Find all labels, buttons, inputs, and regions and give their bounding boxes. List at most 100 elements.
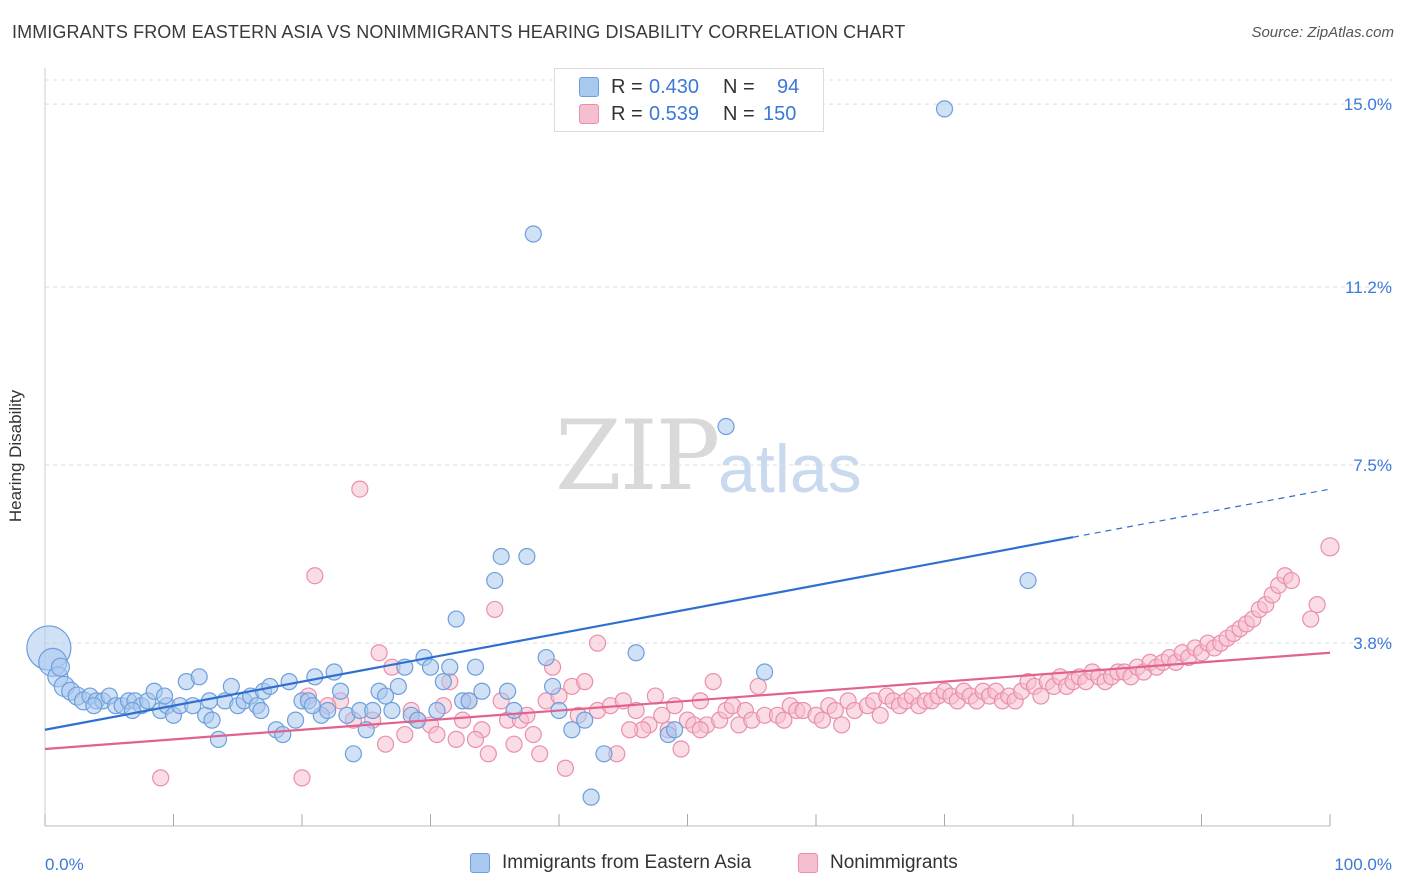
x-tick-label: 0.0%: [45, 855, 84, 874]
nonimmigrant-point: [691, 721, 709, 739]
legend-label-nonimmigrants: Nonimmigrants: [830, 852, 958, 873]
nonimmigrant-point: [293, 769, 311, 787]
nonimmigrant-point: [826, 701, 844, 720]
immigrant-point: [563, 721, 581, 739]
legend-item-immigrants[interactable]: Immigrants from Eastern Asia: [470, 852, 751, 874]
nonimmigrant-point: [813, 711, 832, 729]
nonimmigrant-point: [1032, 687, 1050, 705]
immigrant-point: [389, 677, 407, 696]
nonimmigrant-point: [646, 687, 664, 705]
y-tick-label: 15.0%: [1344, 95, 1392, 114]
y-tick-label: 3.8%: [1353, 634, 1392, 653]
nonimmigrant-point: [653, 706, 671, 724]
nonimmigrant-point: [505, 735, 523, 753]
nonimmigrant-point: [775, 711, 793, 729]
immigrant-point: [306, 668, 324, 686]
immigrant-point: [428, 701, 446, 720]
immigrant-point: [434, 673, 452, 691]
immigrant-point: [666, 721, 684, 739]
immigrant-point: [576, 711, 594, 729]
y-tick-label: 11.2%: [1345, 278, 1392, 297]
immigrant-trend-line: [44, 536, 1074, 731]
correlation-legend: R = 0.430 N = 94 R = 0.539 N = 150: [554, 68, 824, 132]
legend-item-nonimmigrants[interactable]: Nonimmigrants: [798, 852, 958, 874]
nonimmigrant-point: [524, 725, 542, 744]
nonimmigrant-point: [704, 673, 722, 691]
nonimmigrant-point: [556, 759, 575, 777]
immigrant-point: [1019, 571, 1037, 590]
n-value: 150: [763, 102, 797, 125]
immigrant-point: [383, 701, 401, 720]
immigrant-point: [499, 682, 517, 700]
watermark-zip: ZIP: [555, 400, 720, 512]
immigrant-point: [537, 648, 555, 667]
immigrant-trend-line-extension: [1072, 488, 1331, 538]
immigrant-point: [50, 657, 71, 677]
nonimmigrant-point: [1302, 610, 1320, 628]
immigrant-point: [222, 677, 240, 696]
nonimmigrant-point: [486, 600, 504, 619]
legend-row-immigrants: R = 0.430 N = 94: [579, 75, 799, 99]
immigrant-point: [155, 687, 174, 705]
nonimmigrant-point: [351, 480, 369, 498]
immigrant-point: [582, 788, 600, 806]
immigrant-point: [190, 668, 208, 686]
nonimmigrant-point: [672, 740, 690, 758]
nonimmigrant-point: [531, 745, 549, 763]
immigrant-point: [486, 571, 504, 590]
n-label: N =: [723, 102, 755, 125]
immigrant-point: [755, 663, 774, 681]
nonimmigrant-point: [621, 721, 639, 739]
immigrant-point: [274, 725, 292, 744]
r-value: 0.430: [649, 75, 700, 98]
nonimmigrant-point: [454, 711, 472, 729]
r-label: R =: [611, 75, 643, 98]
immigrant-point: [344, 745, 362, 763]
immigrant-point: [524, 225, 542, 243]
n-label: N =: [723, 75, 755, 98]
y-axis-label: Hearing Disability: [6, 389, 25, 523]
nonimmigrant-trend-line: [44, 651, 1331, 751]
immigrant-point: [421, 658, 440, 676]
immigrant-point: [460, 692, 478, 710]
immigrant-point: [303, 697, 321, 715]
n-value: 94: [777, 75, 800, 98]
immigrant-point: [319, 701, 337, 720]
immigrant-point: [466, 658, 485, 676]
immigrant-point: [85, 697, 103, 715]
nonimmigrant-point: [833, 716, 851, 734]
legend-label-immigrants: Immigrants from Eastern Asia: [502, 852, 752, 873]
nonimmigrant-point: [370, 644, 388, 662]
immigrant-point: [627, 644, 645, 662]
nonimmigrant-point: [576, 673, 594, 691]
nonimmigrant-point: [1282, 571, 1301, 590]
nonimmigrant-point: [152, 769, 170, 787]
immigrant-point: [376, 687, 395, 705]
nonimmigrant-point: [396, 725, 414, 744]
nonimmigrant-point: [466, 730, 485, 748]
chart-title: IMMIGRANTS FROM EASTERN ASIA VS NONIMMIG…: [12, 22, 906, 42]
nonimmigrant-point: [1308, 596, 1326, 614]
source-note: Source: ZipAtlas.com: [1251, 24, 1394, 41]
nonimmigrant-point: [588, 634, 607, 652]
immigrant-point: [286, 711, 305, 729]
immigrant-point: [441, 658, 459, 676]
y-tick-label: 7.5%: [1353, 456, 1392, 475]
blue-swatch-icon: [579, 77, 599, 97]
nonimmigrant-point: [376, 735, 395, 753]
r-label: R =: [611, 102, 643, 125]
watermark-atlas: atlas: [718, 431, 862, 507]
immigrant-point: [492, 547, 510, 566]
series-legend: Immigrants from Eastern Asia Nonimmigran…: [0, 852, 1406, 878]
nonimmigrant-point: [428, 725, 446, 744]
immigrant-point: [123, 701, 141, 720]
immigrant-point: [543, 677, 562, 696]
pink-swatch-icon: [798, 853, 818, 873]
immigrant-point: [203, 711, 221, 729]
immigrant-point: [935, 100, 954, 118]
immigrant-point: [252, 701, 270, 720]
nonimmigrant-point: [1320, 537, 1340, 557]
immigrant-point: [209, 730, 228, 748]
blue-swatch-icon: [470, 853, 490, 873]
